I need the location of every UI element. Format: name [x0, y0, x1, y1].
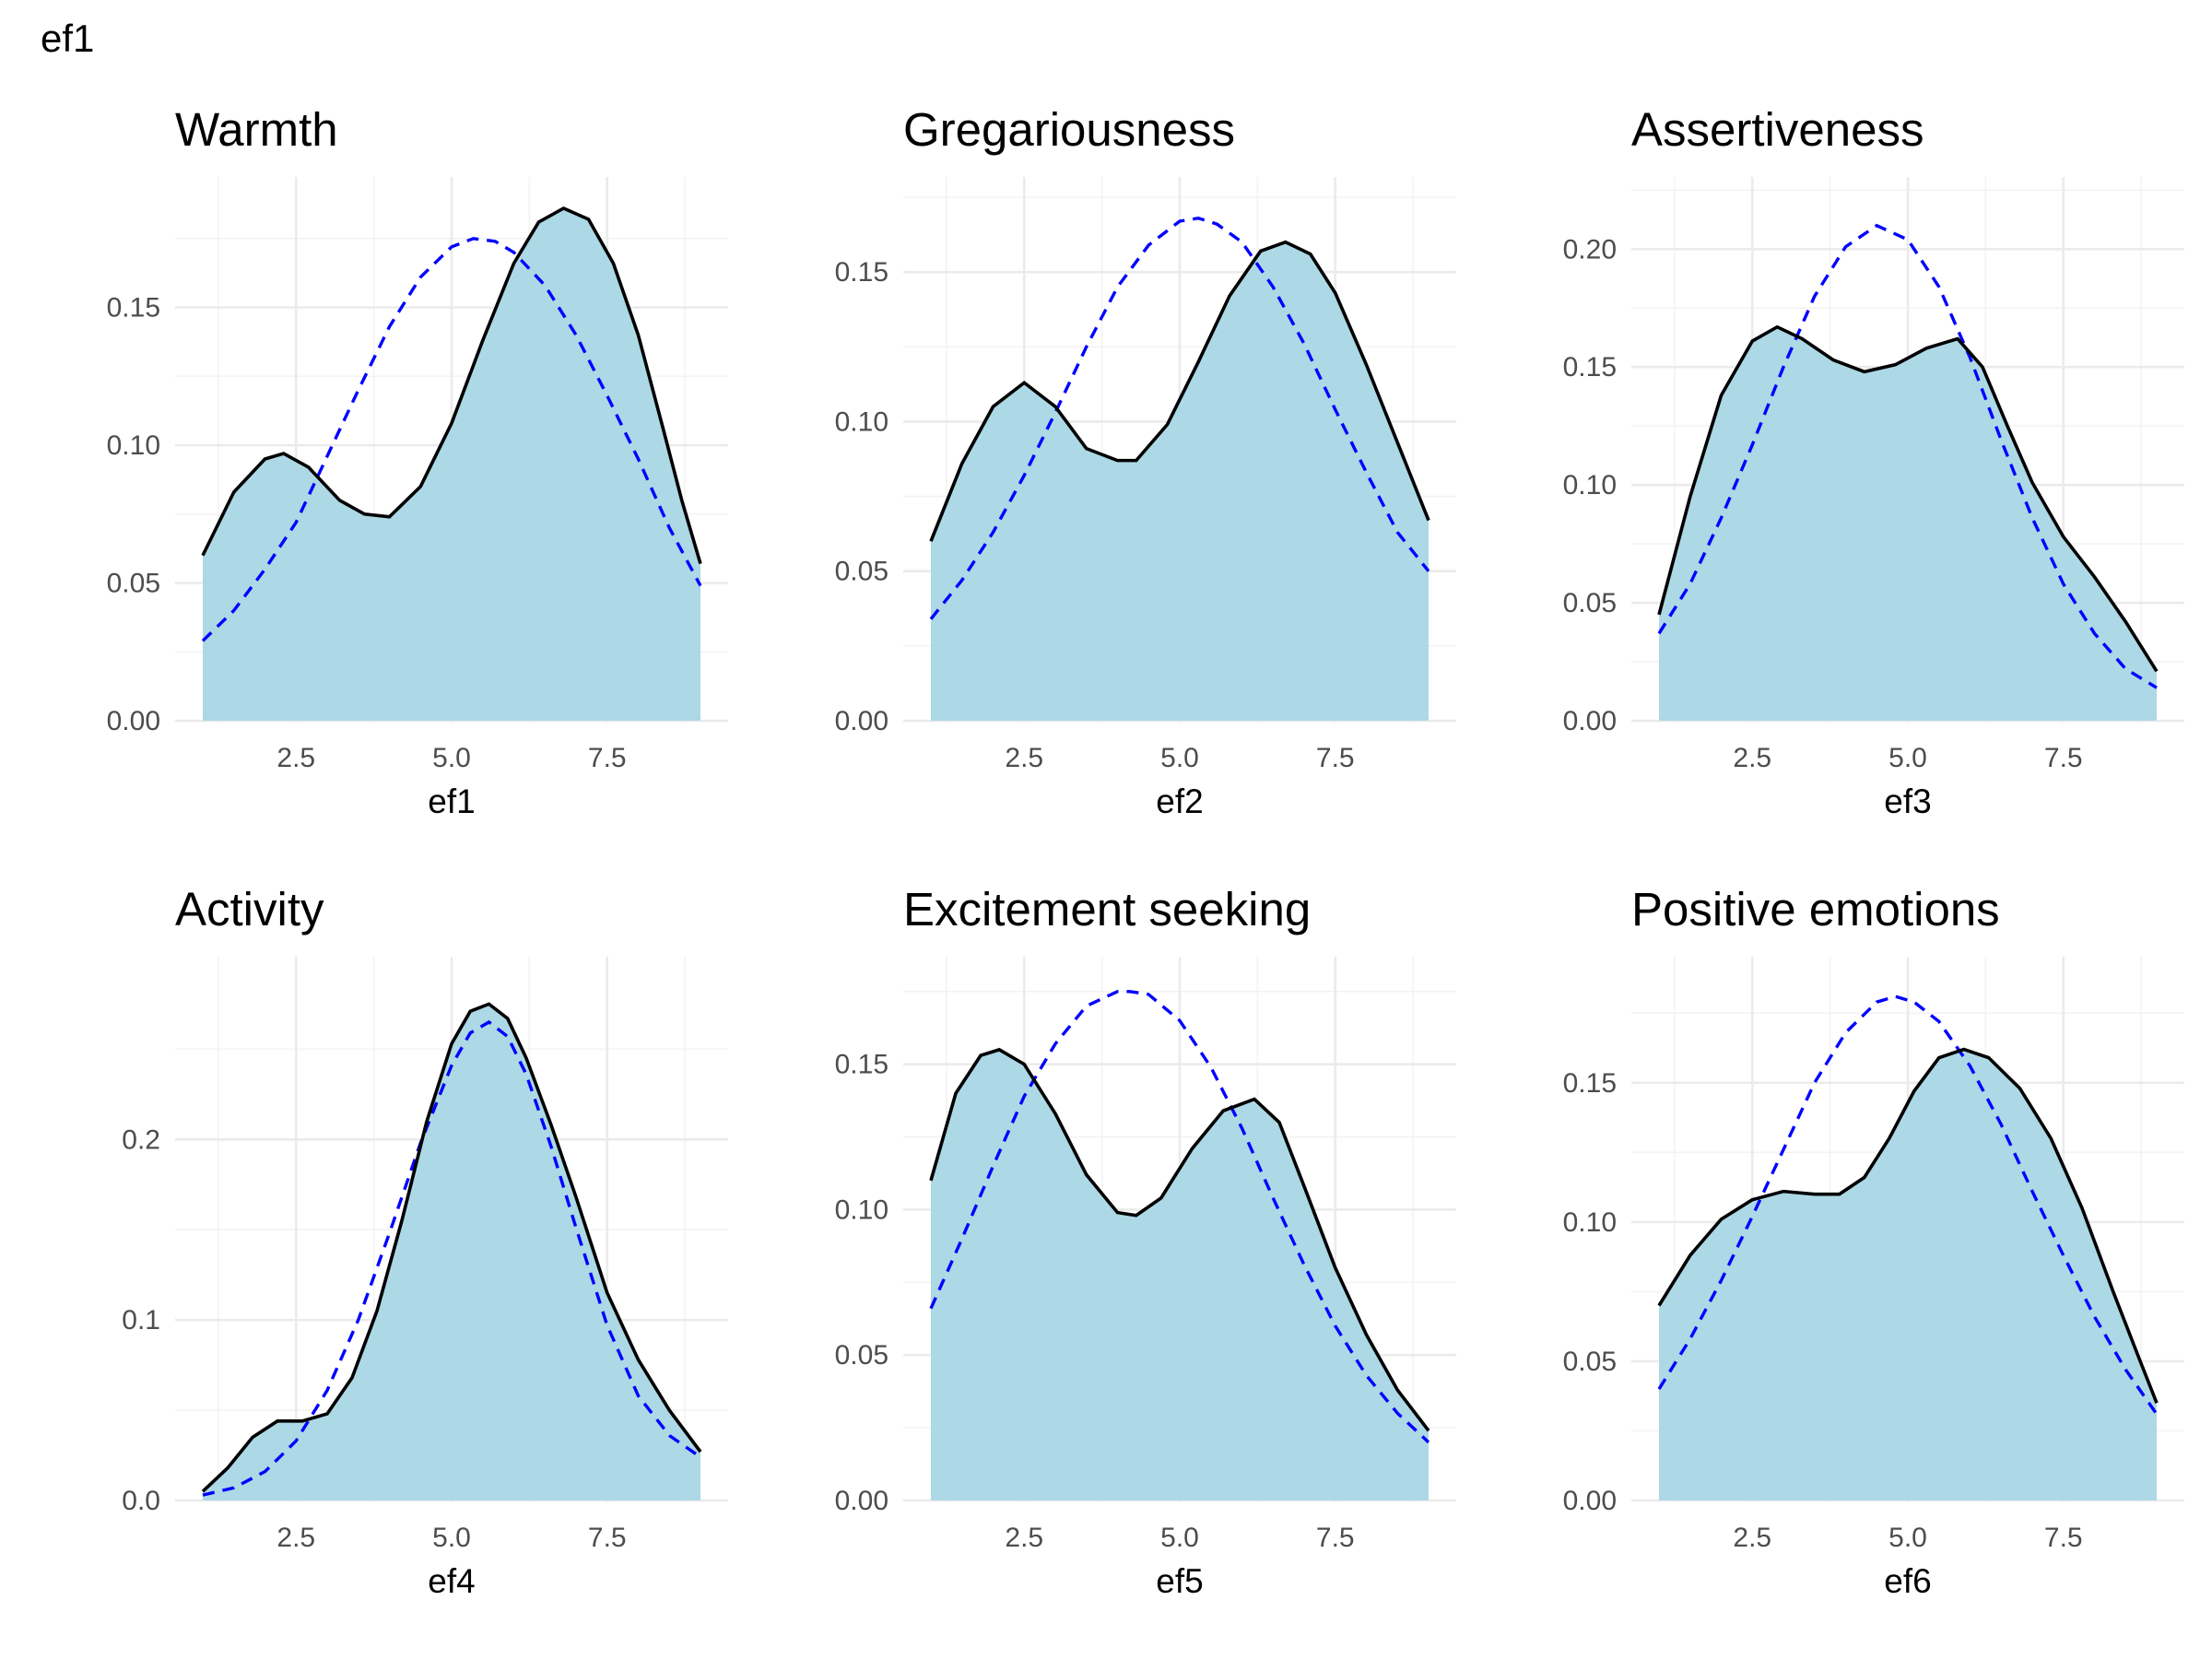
y-tick-label: 0.10 [1563, 1207, 1617, 1238]
density-area [203, 1004, 700, 1500]
density-curve-line [201, 206, 702, 565]
panel-1: Warmth 0.00 0.05 0.10 0.15 2.5 5.0 7.5 ef1 [107, 103, 728, 820]
normal-curve-line [929, 990, 1430, 1444]
panel-3: Assertiveness 0.00 0.05 0.10 0.15 0.20 2.5 5.0 7… [1563, 103, 2184, 820]
panel-title: Assertiveness [1631, 103, 1924, 156]
density-curve-line [1657, 324, 2159, 673]
normal-curve-line [1657, 223, 2158, 689]
x-axis-label: ef3 [1884, 782, 1931, 820]
panel-6: Positive emotions 0.00 0.05 0.10 0.15 2.5 5.0 7… [1563, 883, 2184, 1600]
x-tick-label: 7.5 [1316, 743, 1355, 773]
panel-4: Activity 0.0 0.1 0.2 2.5 5.0 7.5 ef4 [122, 883, 728, 1600]
y-tick-label: 0.00 [835, 706, 888, 736]
panel-title: Warmth [175, 103, 338, 156]
x-tick-label: 2.5 [1733, 743, 1771, 773]
y-tick-label: 0.00 [835, 1486, 888, 1516]
y-tick-label: 0.0 [122, 1486, 160, 1516]
x-tick-label: 5.0 [432, 1523, 471, 1553]
density-curve-line [929, 240, 1430, 542]
x-tick-label: 5.0 [432, 743, 471, 773]
x-tick-label: 2.5 [276, 1523, 315, 1553]
panel-2: Gregariousness 0.00 0.05 0.10 0.15 2.5 5.0 7.5 e… [835, 103, 1456, 820]
x-tick-label: 7.5 [1316, 1523, 1355, 1553]
panel-title: Excitement seeking [903, 883, 1311, 935]
y-tick-label: 0.10 [835, 406, 888, 437]
x-tick-label: 5.0 [1888, 1523, 1927, 1553]
y-tick-label: 0.05 [1563, 1347, 1617, 1377]
density-curve-line [929, 1047, 1430, 1432]
density-area [1659, 326, 2157, 721]
x-tick-label: 2.5 [1733, 1523, 1771, 1553]
x-axis-label: ef1 [428, 782, 475, 820]
x-tick-label: 7.5 [2044, 1523, 2083, 1553]
normal-curve-line [202, 1019, 701, 1497]
panel-title: Activity [175, 883, 324, 935]
panel-5: Excitement seeking 0.00 0.05 0.10 0.15 2.5 5.0… [835, 883, 1456, 1600]
density-curve-line [201, 1002, 702, 1493]
y-tick-label: 0.15 [1563, 1068, 1617, 1099]
y-tick-label: 0.05 [835, 557, 888, 587]
normal-curve-line [201, 237, 702, 642]
y-tick-label: 0.10 [1563, 470, 1617, 500]
y-tick-label: 0.15 [835, 257, 888, 288]
y-tick-label: 0.05 [1563, 588, 1617, 618]
density-area [931, 1049, 1429, 1500]
y-tick-label: 0.15 [1563, 352, 1617, 382]
y-tick-label: 0.10 [835, 1194, 888, 1225]
y-tick-label: 0.05 [107, 569, 160, 599]
page-title: ef1 [41, 17, 95, 60]
y-tick-label: 0.20 [1563, 234, 1617, 265]
x-tick-label: 5.0 [1888, 743, 1927, 773]
x-tick-label: 2.5 [1005, 743, 1043, 773]
x-tick-label: 5.0 [1160, 743, 1199, 773]
y-tick-label: 0.15 [835, 1050, 888, 1080]
x-tick-label: 7.5 [588, 1523, 627, 1553]
x-tick-label: 7.5 [588, 743, 627, 773]
x-axis-label: ef6 [1884, 1562, 1931, 1600]
x-tick-label: 2.5 [1005, 1523, 1043, 1553]
x-tick-label: 5.0 [1160, 1523, 1199, 1553]
x-tick-label: 7.5 [2044, 743, 2083, 773]
y-tick-label: 0.00 [1563, 1486, 1617, 1516]
y-tick-label: 0.00 [1563, 706, 1617, 736]
density-area [203, 207, 700, 722]
normal-curve-line [1657, 994, 2159, 1416]
y-tick-label: 0.05 [835, 1340, 888, 1371]
density-area [1659, 1049, 2157, 1500]
y-tick-label: 0.00 [107, 706, 160, 736]
x-axis-label: ef4 [428, 1562, 475, 1600]
panel-title: Gregariousness [903, 103, 1235, 156]
y-tick-label: 0.2 [122, 1124, 160, 1155]
panel-title: Positive emotions [1631, 883, 2000, 935]
y-tick-label: 0.15 [107, 293, 160, 324]
x-axis-label: ef5 [1156, 1562, 1203, 1600]
x-tick-label: 2.5 [276, 743, 315, 773]
y-tick-label: 0.10 [107, 430, 160, 461]
density-curve-line [1657, 1047, 2159, 1404]
y-tick-label: 0.1 [122, 1305, 160, 1335]
x-axis-label: ef2 [1156, 782, 1203, 820]
density-area [931, 241, 1429, 722]
